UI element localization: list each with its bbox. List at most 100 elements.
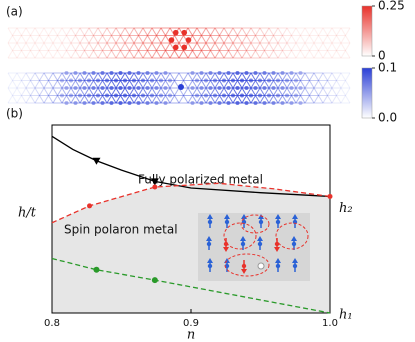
lattice-site xyxy=(136,101,141,105)
lattice-bond xyxy=(237,95,243,104)
lattice-bond xyxy=(70,27,76,36)
lattice-bond xyxy=(264,42,270,51)
lattice-bond xyxy=(57,80,63,89)
lattice-bond xyxy=(75,95,81,104)
lattice-site xyxy=(109,86,114,90)
annotation: Fully polarized metal xyxy=(138,173,263,187)
lattice-bond xyxy=(57,95,63,104)
lattice-bond xyxy=(291,35,297,44)
lattice-bond xyxy=(219,87,225,96)
lattice-bond xyxy=(291,80,297,89)
lattice-bond xyxy=(7,50,13,59)
lattice-bond xyxy=(286,80,292,89)
lattice-site xyxy=(231,78,235,83)
lattice-bond xyxy=(313,80,319,89)
lattice-bond xyxy=(115,95,121,104)
lattice-site xyxy=(82,86,87,90)
lattice-bond xyxy=(214,42,220,51)
lattice-bond xyxy=(7,95,13,104)
lattice-bond xyxy=(264,95,270,104)
lattice-bond xyxy=(277,42,283,51)
lattice-site xyxy=(91,86,96,90)
lattice-bond xyxy=(196,42,202,51)
lattice-bond xyxy=(336,87,342,96)
lattice-bond xyxy=(192,87,198,96)
lattice-bond xyxy=(12,50,18,59)
lattice-bond xyxy=(331,95,337,104)
lattice-bond xyxy=(250,50,256,59)
lattice-bond xyxy=(210,50,216,59)
lattice-bond xyxy=(129,95,135,104)
lattice-bond xyxy=(174,87,180,96)
spin-head xyxy=(275,258,281,263)
lattice-bond xyxy=(241,72,247,81)
lattice-bond xyxy=(205,27,211,36)
lattice-bond xyxy=(228,27,234,36)
lattice-site xyxy=(69,93,73,98)
lattice-bond xyxy=(129,50,135,59)
lattice-bond xyxy=(70,50,76,59)
lattice-site xyxy=(280,71,285,75)
lattice-bond xyxy=(111,27,117,36)
lattice-bond xyxy=(25,95,31,104)
lattice-bond xyxy=(331,80,337,89)
lattice-bond xyxy=(57,87,63,96)
lattice-site xyxy=(78,93,82,98)
lattice-bond xyxy=(318,80,324,89)
lattice-bond xyxy=(111,35,117,44)
spin-head xyxy=(241,214,247,219)
colorbar-tick-label: 0 xyxy=(378,49,386,63)
lattice-bond xyxy=(120,95,126,104)
lattice-bond xyxy=(124,42,130,51)
lattice-bond xyxy=(129,27,135,36)
lattice-bond xyxy=(52,95,58,104)
lattice-site xyxy=(271,71,276,75)
lattice-bond xyxy=(88,80,94,89)
lattice-bond xyxy=(21,95,27,104)
lattice-bond xyxy=(201,35,207,44)
lattice-bond xyxy=(147,72,153,81)
lattice-bond xyxy=(219,27,225,36)
lattice-bond xyxy=(16,50,22,59)
lattice-site xyxy=(109,101,114,105)
lattice-bond xyxy=(97,72,103,81)
lattice-bond xyxy=(327,42,333,51)
lattice-bond xyxy=(345,35,351,44)
lattice-site xyxy=(114,78,118,83)
lattice-site xyxy=(258,78,262,83)
lattice-bond xyxy=(286,42,292,51)
lattice-bond xyxy=(7,35,13,44)
lattice-bond xyxy=(106,42,112,51)
spin-head xyxy=(206,236,212,241)
lattice-bond xyxy=(124,50,130,59)
lattice-bond xyxy=(147,27,153,36)
spin-head xyxy=(207,214,213,219)
lattice-bond xyxy=(196,50,202,59)
lattice-bond xyxy=(196,72,202,81)
lattice-bond xyxy=(79,72,85,81)
lattice-bond xyxy=(336,42,342,51)
lattice-bond xyxy=(277,80,283,89)
spin-head xyxy=(258,214,264,219)
lattice-bond xyxy=(142,87,148,96)
lattice-bond xyxy=(268,27,274,36)
lattice-bond xyxy=(25,87,31,96)
lattice-bond xyxy=(151,27,157,36)
lattice-site xyxy=(195,78,199,83)
lattice-bond xyxy=(286,95,292,104)
lattice-bond xyxy=(30,50,36,59)
lattice-site xyxy=(132,78,136,83)
lattice-bond xyxy=(52,80,58,89)
site xyxy=(207,263,213,269)
lattice-bond xyxy=(30,80,36,89)
lattice-bond xyxy=(291,87,297,96)
lattice-site xyxy=(100,101,105,105)
lattice-bond xyxy=(219,35,225,44)
lattice-bond xyxy=(120,50,126,59)
lattice-bond xyxy=(48,27,54,36)
lattice-bond xyxy=(327,80,333,89)
lattice-bond xyxy=(246,87,252,96)
lattice-site xyxy=(276,78,280,83)
site xyxy=(207,219,213,225)
lattice-site xyxy=(118,86,123,90)
